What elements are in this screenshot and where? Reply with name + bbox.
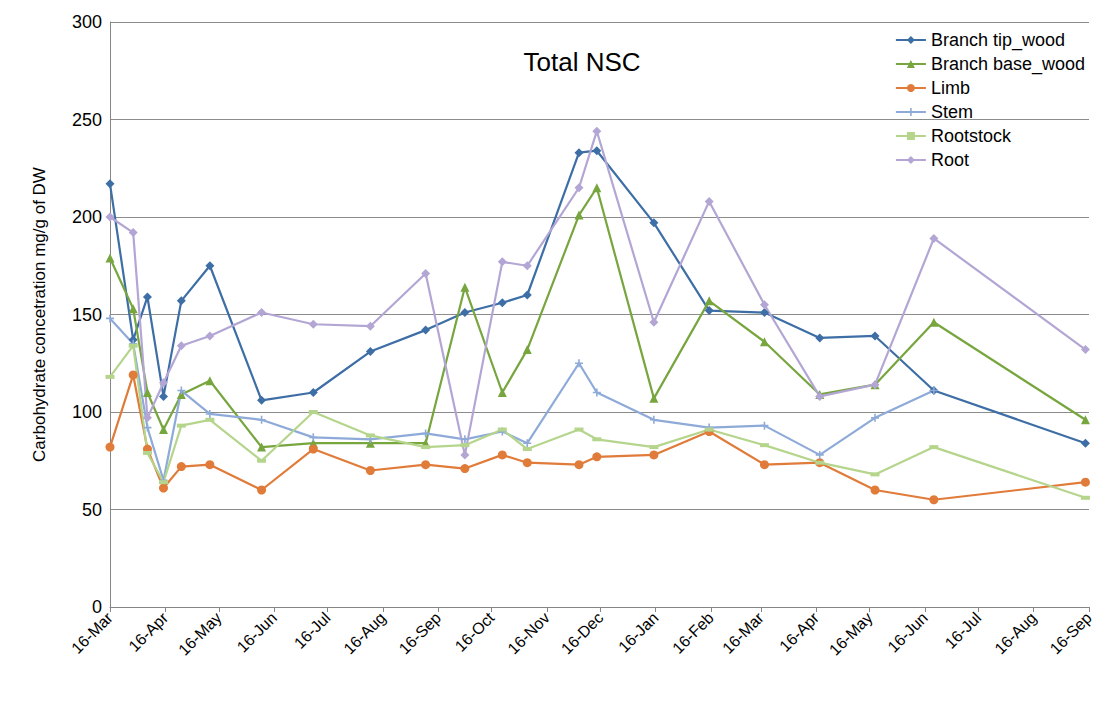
svg-text:Rootstock: Rootstock: [931, 126, 1012, 146]
svg-text:100: 100: [72, 402, 102, 422]
svg-text:16-Apr: 16-Apr: [125, 609, 171, 655]
svg-text:16-Apr: 16-Apr: [776, 609, 822, 655]
svg-text:16-Jun: 16-Jun: [884, 609, 931, 656]
svg-text:Branch base_wood: Branch base_wood: [931, 54, 1085, 75]
svg-text:Limb: Limb: [931, 78, 970, 98]
svg-text:16-Jan: 16-Jan: [615, 609, 662, 656]
svg-text:0: 0: [92, 597, 102, 617]
svg-text:Root: Root: [931, 150, 969, 170]
svg-text:250: 250: [72, 110, 102, 130]
svg-text:16-Feb: 16-Feb: [669, 609, 717, 657]
svg-text:300: 300: [72, 12, 102, 32]
svg-text:16-Mar: 16-Mar: [719, 609, 767, 657]
svg-text:16-Jul: 16-Jul: [291, 609, 334, 652]
svg-text:Carbohydrate concetration mg/g: Carbohydrate concetration mg/g of DW: [30, 167, 49, 462]
svg-text:16-Aug: 16-Aug: [340, 609, 388, 657]
svg-text:16-Oct: 16-Oct: [452, 609, 498, 655]
svg-text:16-Mar: 16-Mar: [68, 609, 116, 657]
svg-text:150: 150: [72, 305, 102, 325]
svg-text:16-Nov: 16-Nov: [504, 609, 552, 657]
svg-text:16-Sep: 16-Sep: [1047, 609, 1096, 658]
svg-text:Branch tip_wood: Branch tip_wood: [931, 30, 1065, 51]
svg-text:Stem: Stem: [931, 102, 973, 122]
svg-text:50: 50: [82, 500, 102, 520]
svg-text:16-May: 16-May: [826, 609, 876, 659]
svg-text:16-Aug: 16-Aug: [991, 609, 1039, 657]
svg-text:16-May: 16-May: [175, 609, 225, 659]
svg-text:200: 200: [72, 207, 102, 227]
svg-text:16-Jun: 16-Jun: [233, 609, 280, 656]
svg-text:16-Sep: 16-Sep: [396, 609, 445, 658]
svg-text:16-Dec: 16-Dec: [558, 609, 606, 657]
svg-text:16-Jul: 16-Jul: [942, 609, 985, 652]
svg-text:Total NSC: Total NSC: [523, 47, 640, 77]
